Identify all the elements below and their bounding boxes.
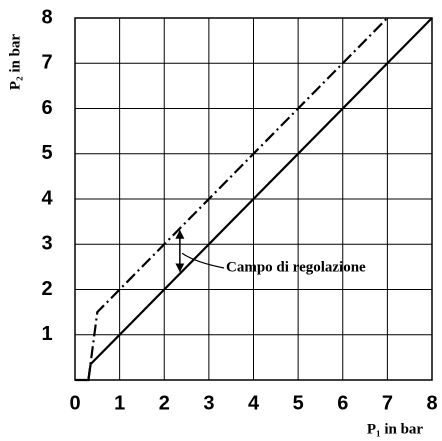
y-tick-label: 5: [41, 142, 52, 164]
x-tick-label: 6: [337, 392, 348, 414]
leader-line: [181, 252, 225, 269]
annotation: Campo di regolazione: [226, 259, 366, 275]
y-tick-label: 8: [41, 6, 52, 28]
y-tick-label: 1: [41, 323, 52, 345]
x-tick-label: 3: [203, 392, 214, 414]
x-tick-label: 0: [69, 392, 80, 414]
x-tick-label: 4: [248, 392, 260, 414]
x-tick-label: 1: [114, 392, 125, 414]
x-tick-label: 2: [159, 392, 170, 414]
y-tick-label: 4: [41, 187, 53, 209]
y-tick-label: 2: [41, 278, 52, 300]
x-tick-label: 8: [426, 392, 437, 414]
x-tick-label: 5: [293, 392, 304, 414]
y-tick-label: 3: [41, 233, 52, 255]
x-tick-label: 7: [382, 392, 393, 414]
x-axis-label: P₁ in bar: [367, 421, 424, 437]
line: [87, 17, 389, 381]
y-axis-label: P₂ in bar: [7, 34, 23, 91]
y-tick-label: 7: [41, 52, 52, 74]
y-tick-label: 6: [41, 97, 52, 119]
